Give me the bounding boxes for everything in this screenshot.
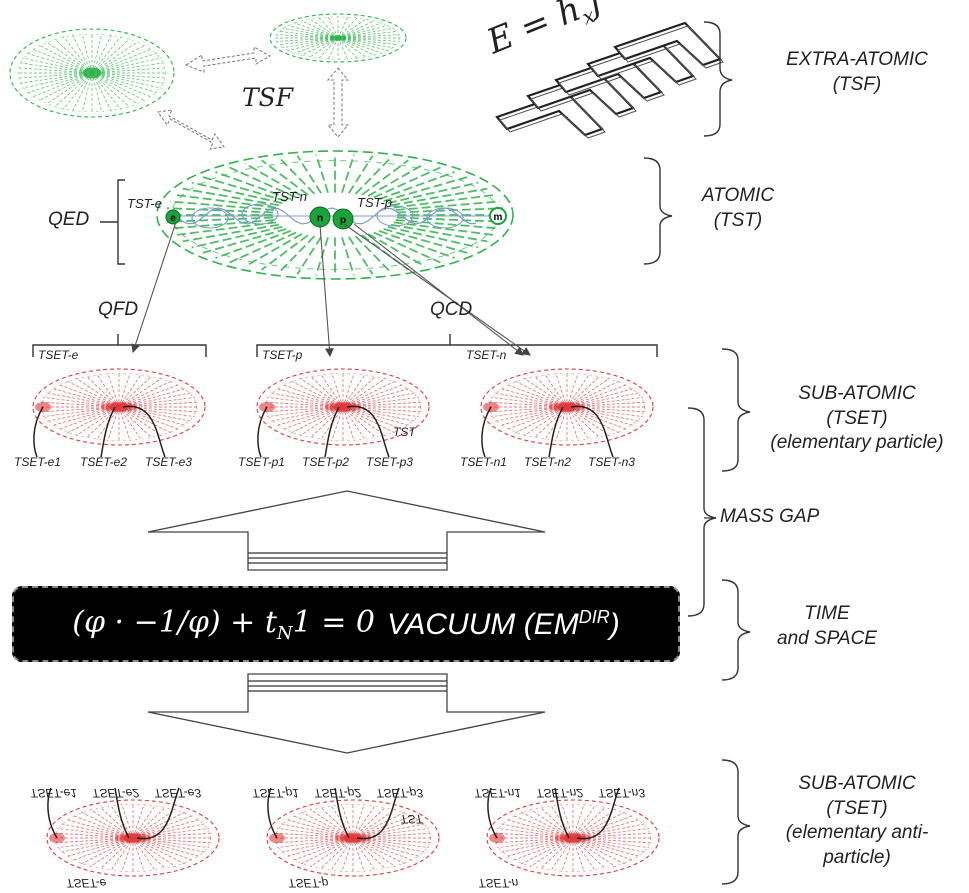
svg-text:p: p <box>340 215 346 226</box>
arrow-down-large <box>147 673 546 754</box>
tset-n-group-label: TSET-n <box>466 348 507 362</box>
tset-e2-label: TSET-e2 <box>80 455 127 469</box>
anti-tset-disk-n <box>486 787 660 877</box>
tset-n1-label: TSET-n1 <box>460 455 507 469</box>
tst-small-label: TST <box>393 425 416 439</box>
tset-n3-label: TSET-n3 <box>588 455 635 469</box>
anti-tset-e-group-label: TSET-e <box>66 876 107 891</box>
qcd-bracket <box>256 334 658 357</box>
level-extra-atomic: EXTRA-ATOMIC (TSF) <box>786 49 928 95</box>
anti-tset-n2-label: TSET-n2 <box>536 786 583 801</box>
mass-gap-label: MASS GAP <box>720 506 820 527</box>
anti-tst-small-label: TST <box>400 812 423 827</box>
anti-tset-p2-label: TSET-p2 <box>314 786 361 801</box>
vacuum-label: VACUUM (EMDIR) <box>387 606 620 641</box>
tset-p3-label: TSET-p3 <box>366 455 413 469</box>
anti-tset-n3-label: TSET-n3 <box>598 786 645 801</box>
double-arrow-horizontal <box>184 46 272 73</box>
chevron-stack <box>495 21 724 139</box>
qfd-label: QFD <box>98 299 139 320</box>
level-atomic: ATOMIC (TST) <box>701 185 775 231</box>
qfd-bracket <box>32 334 207 357</box>
tset-disk-p <box>256 368 430 458</box>
level-sub-atomic: SUB-ATOMIC (TSET) (elementary particle) <box>770 383 944 454</box>
anti-tset-e1-label: TSET-e1 <box>30 786 77 801</box>
tset-n2-label: TSET-n2 <box>524 455 571 469</box>
tst-n-label: TST-n <box>272 189 307 204</box>
tst-e-label: TST-e <box>127 196 162 211</box>
double-arrow-vertical <box>326 67 350 138</box>
tset-disk-n <box>480 368 654 458</box>
svg-text:e: e <box>170 213 176 224</box>
qed-bracket <box>100 179 125 265</box>
tsf-label: TSF <box>242 83 294 112</box>
anti-tset-disk-p <box>266 787 440 877</box>
anti-tset-p1-label: TSET-p1 <box>252 786 299 801</box>
particle-arrows <box>131 221 531 358</box>
anti-tset-e3-label: TSET-e3 <box>154 786 201 801</box>
tset-p-group-label: TSET-p <box>262 348 303 362</box>
tst-p-label: TST-p <box>357 195 392 210</box>
anti-tset-disk-e <box>46 787 220 877</box>
tsf-disk-left <box>9 28 175 118</box>
anti-tset-n1-label: TSET-n1 <box>474 786 521 801</box>
arrow-up-large <box>147 490 546 571</box>
braces <box>643 21 751 885</box>
tset-e1-label: TSET-e1 <box>14 455 61 469</box>
tset-p1-label: TSET-p1 <box>238 455 285 469</box>
tsf-disk-right <box>269 13 407 63</box>
svg-text:n: n <box>317 213 323 224</box>
qed-label: QED <box>48 209 90 230</box>
tset-e-group-label: TSET-e <box>38 348 79 362</box>
anti-tset-p-group-label: TSET-p <box>288 876 329 891</box>
anti-tset-n-group-label: TSET-n <box>478 876 519 891</box>
anti-tset-p3-label: TSET-p3 <box>376 786 423 801</box>
tset-e3-label: TSET-e3 <box>145 455 192 469</box>
tset-p2-label: TSET-p2 <box>302 455 349 469</box>
level-time-space: TIME and SPACE <box>777 603 877 649</box>
vacuum-equation-box: (φ · −1/φ) + tN1 = 0 VACUUM (EMDIR) <box>12 586 680 662</box>
vacuum-equation: (φ · −1/φ) + tN1 = 0 <box>72 604 376 644</box>
tset-disk-e <box>32 368 206 458</box>
svg-text:m: m <box>494 212 503 223</box>
level-sub-atomic-anti: SUB-ATOMIC (TSET) (elementary anti-particl… <box>785 773 929 869</box>
double-arrow-diagonal <box>157 109 225 150</box>
qcd-label: QCD <box>430 299 473 320</box>
anti-tset-e2-label: TSET-e2 <box>92 786 139 801</box>
